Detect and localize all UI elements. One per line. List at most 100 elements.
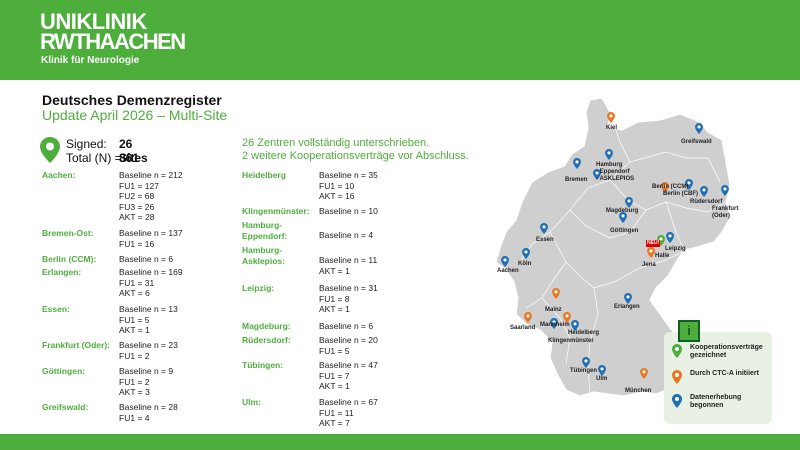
site-name: Greifswald: bbox=[42, 402, 89, 412]
site-values: Baseline n = 13 FU1 = 5 AKT = 1 bbox=[119, 304, 178, 336]
map-label-frankfurt: Frankfurt bbox=[712, 206, 739, 212]
site-values: Baseline n = 31 FU1 = 8 AKT = 1 bbox=[319, 283, 378, 315]
value-line: FU1 = 127 bbox=[119, 180, 159, 191]
map-label-halle: Halle bbox=[655, 253, 670, 259]
site-name: Hamburg- Eppendorf: bbox=[242, 220, 287, 241]
signed-label: Signed: bbox=[66, 137, 107, 151]
value-line: Baseline n = 4 bbox=[319, 230, 374, 240]
status-note-line2: 2 weitere Kooperationsverträge vor Absch… bbox=[242, 150, 469, 162]
new-badge: NEU! bbox=[646, 240, 661, 247]
logo-rwth-aachen: RWTHAACHEN bbox=[40, 29, 186, 54]
green-pin-icon bbox=[672, 344, 682, 358]
status-note-line1: 26 Zentren vollständig unterschrieben. bbox=[242, 137, 430, 149]
site-values: Baseline n = 11 AKT = 1 bbox=[319, 255, 377, 276]
site-name: Tübingen: bbox=[242, 360, 284, 370]
map-label-muenchen: München bbox=[625, 388, 652, 394]
value-line: Baseline n = 35 bbox=[319, 170, 378, 180]
site-name-line: Asklepios: bbox=[242, 255, 285, 266]
site-values: Baseline n = 28 FU1 = 4 bbox=[119, 402, 178, 423]
value-line: Baseline n = 23 bbox=[119, 340, 178, 350]
value-line: FU2 = 68 bbox=[119, 191, 155, 201]
value-line: FU3 = 26 bbox=[119, 201, 155, 212]
value-line: Baseline n = 6 bbox=[319, 321, 374, 331]
site-values: Baseline n = 212 FU1 = 127 FU2 = 68 FU3 … bbox=[119, 170, 183, 223]
value-line: FU1 = 2 bbox=[119, 350, 150, 361]
legend-label: Durch CTC-A initiiert bbox=[690, 370, 759, 377]
map-label-ruedersdorf: Rüdersdorf bbox=[690, 199, 723, 205]
site-values: Baseline n = 4 bbox=[319, 230, 373, 241]
page-subtitle: Update April 2026 – Multi-Site bbox=[42, 107, 228, 123]
location-pin-icon bbox=[40, 137, 60, 163]
site-name: Klingenmünster: bbox=[242, 206, 310, 216]
map-label-heidelberg: Heidelberg bbox=[568, 330, 600, 336]
site-name: Rüdersdorf: bbox=[242, 335, 291, 345]
value-line: Baseline n = 28 bbox=[119, 402, 178, 412]
value-line: FU1 = 4 bbox=[119, 412, 150, 423]
value-line: FU1 = 11 bbox=[319, 407, 354, 418]
value-line: AKT = 1 bbox=[119, 325, 150, 335]
map-label-saarland: Saarland bbox=[510, 325, 536, 331]
legend-label: Datenerhebung begonnen bbox=[690, 394, 742, 409]
map-label-oder: (Oder) bbox=[712, 213, 730, 219]
site-values: Baseline n = 35 FU1 = 10 AKT = 16 bbox=[319, 170, 378, 202]
total-label: Total (N) = bbox=[66, 151, 122, 165]
map-label-tuebingen: Tübingen bbox=[570, 368, 597, 374]
value-line: FU1 = 16 bbox=[119, 238, 155, 249]
site-name: Aachen: bbox=[42, 170, 76, 180]
site-values: Baseline n = 47 FU1 = 7 AKT = 1 bbox=[319, 360, 378, 392]
map-label-jena: Jena bbox=[642, 262, 656, 268]
map-label-koeln: Köln bbox=[518, 261, 532, 267]
site-name: Essen: bbox=[42, 304, 70, 314]
value-line: FU1 = 2 bbox=[119, 376, 150, 387]
site-values: Baseline n = 67 FU1 = 11 AKT = 7 bbox=[319, 397, 378, 429]
value-line: FU1 = 10 bbox=[319, 180, 355, 191]
map-label-essen: Essen bbox=[536, 237, 554, 243]
value-line: FU1 = 5 bbox=[319, 345, 350, 356]
site-name: Ulm: bbox=[242, 397, 261, 407]
map-label-asklepios: - ASKLEPIOS bbox=[596, 176, 635, 182]
map-label-eppendorf: - Eppendorf bbox=[596, 169, 630, 175]
map-label-berlin-cbf: Berlin (CBF) bbox=[663, 191, 698, 197]
value-line: Baseline n = 137 bbox=[119, 228, 183, 238]
value-line: FU1 = 31 bbox=[119, 277, 155, 288]
value-line: Baseline n = 212 bbox=[119, 170, 183, 180]
value-line: Baseline n = 6 bbox=[119, 254, 174, 264]
value-line: Baseline n = 9 bbox=[119, 366, 174, 376]
footer-bar bbox=[0, 434, 800, 450]
site-values: Baseline n = 6 bbox=[119, 254, 173, 265]
info-icon: i bbox=[678, 320, 700, 342]
site-name: Bremen-Ost: bbox=[42, 228, 94, 238]
map-label-kiel: Kiel bbox=[606, 125, 618, 131]
site-name-line: Eppendorf: bbox=[242, 230, 288, 241]
value-line: Baseline n = 47 bbox=[319, 360, 378, 370]
signed-value: 26 Sites bbox=[119, 137, 148, 165]
value-line: AKT = 7 bbox=[319, 418, 350, 428]
site-values: Baseline n = 23 FU1 = 2 bbox=[119, 340, 178, 361]
logo-uniklinik: UNIKLINIK bbox=[40, 9, 147, 34]
map-label-bremen: Bremen bbox=[565, 177, 588, 183]
map-label-mainz: Mainz bbox=[545, 307, 562, 313]
site-name: Leipzig: bbox=[242, 283, 275, 293]
germany-map bbox=[495, 97, 731, 397]
header-bar: UNIKLINIK RWTHAACHEN Klinik für Neurolog… bbox=[0, 0, 800, 80]
value-line: AKT = 28 bbox=[119, 212, 155, 222]
map-label-aachen: Aachen bbox=[497, 268, 519, 274]
orange-pin-icon bbox=[672, 370, 682, 384]
map-label-hamburg: Hamburg bbox=[596, 162, 623, 168]
signed-stats: Signed: 26 Sites Total (N) = 861 bbox=[66, 137, 148, 165]
map-label-mannheim: Mannheim bbox=[540, 322, 570, 328]
map-label-magdeburg: Magdeburg bbox=[606, 208, 639, 214]
value-line: AKT = 6 bbox=[119, 288, 150, 298]
site-name: Magdeburg: bbox=[242, 321, 291, 331]
site-values: Baseline n = 137 FU1 = 16 bbox=[119, 228, 183, 249]
site-name: Hamburg- Asklepios: bbox=[242, 245, 285, 266]
value-line: Baseline n = 13 bbox=[119, 304, 178, 314]
site-name-line: Hamburg- bbox=[242, 245, 283, 255]
value-line: AKT = 1 bbox=[319, 265, 350, 276]
value-line: FU1 = 5 bbox=[119, 314, 150, 325]
status-note: 26 Zentren vollständig unterschrieben. 2… bbox=[242, 137, 469, 163]
page-title: Deutsches Demenzregister bbox=[42, 92, 222, 108]
value-line: Baseline n = 67 bbox=[319, 397, 378, 407]
site-name-line: Hamburg- bbox=[242, 220, 283, 230]
map-label-goettingen: Göttingen bbox=[610, 228, 639, 234]
